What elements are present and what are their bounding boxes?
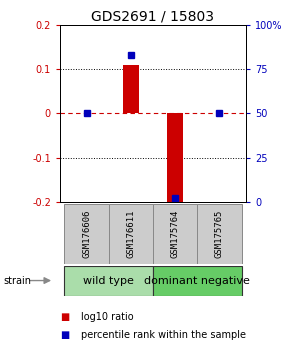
Bar [109,204,153,264]
Bar [153,266,242,296]
Text: log10 ratio: log10 ratio [81,312,134,322]
Bar [167,113,183,204]
Text: ■: ■ [60,312,69,322]
Bar [197,204,242,264]
Bar [153,204,197,264]
Text: GSM175764: GSM175764 [171,210,180,258]
Title: GDS2691 / 15803: GDS2691 / 15803 [92,10,214,24]
Bar [64,266,153,296]
Text: strain: strain [3,275,31,286]
Text: ■: ■ [60,330,69,339]
Text: GSM176611: GSM176611 [126,210,135,258]
Bar [64,204,109,264]
Text: dominant negative: dominant negative [144,275,250,286]
Text: percentile rank within the sample: percentile rank within the sample [81,330,246,339]
Bar [123,65,139,113]
Text: GSM176606: GSM176606 [82,210,91,258]
Text: wild type: wild type [83,275,134,286]
Text: GSM175765: GSM175765 [215,210,224,258]
